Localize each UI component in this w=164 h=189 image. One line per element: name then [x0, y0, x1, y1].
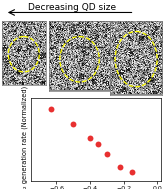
Point	[89, 136, 91, 139]
Point	[50, 107, 53, 110]
Point	[97, 143, 100, 146]
Text: 2H⁺: 2H⁺	[71, 24, 80, 29]
Point	[72, 123, 74, 126]
Point	[106, 152, 108, 155]
Y-axis label: H₂ generation rate (Normalized): H₂ generation rate (Normalized)	[22, 86, 28, 189]
Text: H₂: H₂	[84, 24, 91, 29]
Point	[119, 166, 122, 169]
Text: Decreasing QD size: Decreasing QD size	[28, 3, 116, 12]
Point	[131, 170, 133, 174]
